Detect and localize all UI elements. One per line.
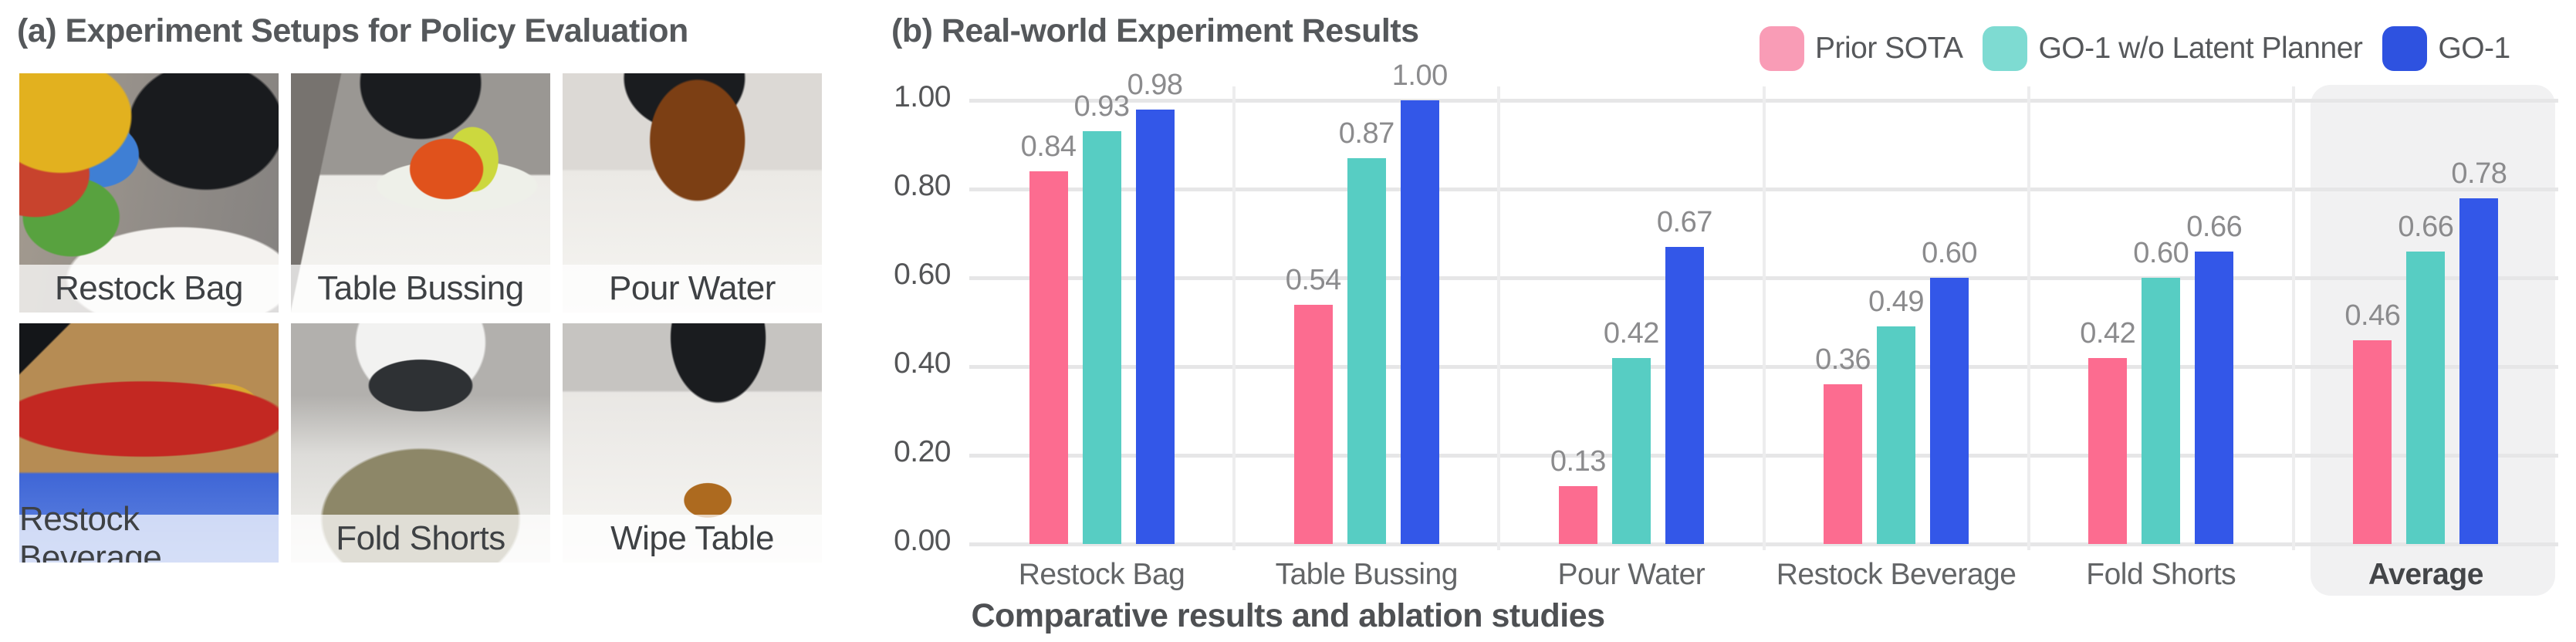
bar-go-1: [1665, 246, 1704, 544]
category-label: Table Bussing: [1275, 558, 1459, 591]
legend-item-go1-wo-latent-planner: GO-1 w/o Latent Planner: [1983, 26, 2363, 71]
bar-value-label: 0.36: [1815, 343, 1871, 376]
category-label: Pour Water: [1557, 558, 1706, 591]
legend-item-go1: GO-1: [2382, 26, 2510, 71]
bar-go-1-w-o-latent-planner: [1877, 326, 1916, 544]
setup-label: Wipe Table: [563, 515, 822, 563]
bar-value-label: 0.46: [2344, 299, 2401, 332]
category-group: 0.46 0.66 0.78 Average: [2294, 100, 2558, 592]
group-separator: [1232, 86, 1236, 550]
bar-value-label: 0.98: [1127, 68, 1183, 101]
setup-photo-grid: Restock Bag Table Bussing Pour Water Res…: [19, 73, 822, 563]
category-label: Restock Beverage: [1776, 558, 2017, 591]
legend-label: GO-1 w/o Latent Planner: [2038, 32, 2363, 65]
bar-prior-sota: [1558, 486, 1597, 544]
y-axis-tick-label: 0.80: [894, 169, 951, 202]
legend-label: Prior SOTA: [1815, 32, 1963, 65]
category-label: Restock Bag: [1018, 558, 1185, 591]
bar-prior-sota: [1029, 171, 1068, 544]
bar-value-label: 0.87: [1338, 117, 1394, 150]
bar-value-label: 0.84: [1020, 130, 1077, 163]
bar-value-label: 0.49: [1868, 286, 1925, 319]
bar-value-label: 0.60: [1922, 237, 1978, 269]
group-separator: [2291, 86, 2295, 550]
bar-value-label: 0.78: [2451, 157, 2507, 190]
bar-prior-sota: [1293, 304, 1333, 544]
bar-prior-sota: [2353, 340, 2392, 544]
setup-label: Restock Beverage: [19, 500, 279, 563]
setup-photo-pour-water: Pour Water: [563, 73, 822, 313]
category-label: Fold Shorts: [2086, 558, 2236, 591]
bar-chart-plot-area: 0.84 0.93 0.98 Restock Bag 0.54 0.87 1.00 Table…: [969, 59, 2558, 596]
category-group: 0.36 0.49 0.60 Restock Beverage: [1764, 100, 2029, 591]
bar-value-label: 0.42: [2080, 316, 2136, 350]
bar-value-label: 0.93: [1073, 90, 1130, 123]
setup-label: Pour Water: [563, 265, 822, 313]
bar-go-1-w-o-latent-planner: [1347, 157, 1386, 544]
bar-go-1: [2459, 198, 2499, 544]
setup-photo-wipe-table: Wipe Table: [563, 323, 822, 563]
legend-swatch-go1: [2382, 26, 2428, 71]
bar-go-1: [1400, 100, 1439, 544]
legend-swatch-go1-wo-latent-planner: [1983, 26, 2028, 71]
chart-legend: Prior SOTA GO-1 w/o Latent Planner GO-1: [1760, 26, 2510, 71]
bar-go-1-w-o-latent-planner: [1611, 357, 1651, 544]
bar-value-label: 0.54: [1285, 263, 1341, 296]
setup-label: Fold Shorts: [291, 515, 550, 563]
legend-label: GO-1: [2438, 32, 2510, 65]
bar-go-1-w-o-latent-planner: [2142, 278, 2181, 544]
figure-caption: Comparative results and ablation studies: [971, 597, 1605, 634]
bar-value-label: 0.13: [1550, 445, 1606, 478]
y-axis-tick-label: 0.00: [894, 524, 951, 557]
bar-prior-sota: [1824, 384, 1863, 544]
setup-photo-fold-shorts: Fold Shorts: [291, 323, 550, 563]
bar-go-1-w-o-latent-planner: [2406, 251, 2446, 544]
bar-go-1: [1930, 278, 1969, 544]
bar-value-label: 0.60: [2133, 237, 2189, 269]
setup-photo-restock-bag: Restock Bag: [19, 73, 279, 313]
bar-go-1: [2195, 251, 2234, 544]
group-separator: [1762, 86, 1766, 550]
bar-value-label: 0.66: [2398, 210, 2454, 243]
bar-value-label: 0.67: [1656, 205, 1712, 238]
legend-swatch-prior-sota: [1760, 26, 1804, 71]
setup-photo-restock-beverage: Restock Beverage: [19, 323, 279, 563]
category-group: 0.84 0.93 0.98 Restock Bag: [969, 69, 1234, 592]
setup-label: Restock Bag: [19, 265, 279, 313]
legend-item-prior-sota: Prior SOTA: [1760, 26, 1963, 71]
bar-value-label: 0.66: [2186, 210, 2243, 243]
y-axis-tick-label: 0.20: [894, 435, 951, 468]
panel-b-title: (b) Real-world Experiment Results: [891, 12, 1419, 49]
setup-photo-table-bussing: Table Bussing: [291, 73, 550, 313]
y-axis-tick-label: 0.40: [894, 346, 951, 380]
setup-label: Table Bussing: [291, 265, 550, 313]
bar-go-1-w-o-latent-planner: [1082, 131, 1121, 544]
bar-value-label: 1.00: [1391, 59, 1448, 92]
bar-prior-sota: [2088, 357, 2128, 544]
category-group: 0.54 0.87 1.00 Table Bussing: [1234, 59, 1499, 591]
y-axis-tick-label: 1.00: [894, 80, 951, 113]
panel-a-title: (a) Experiment Setups for Policy Evaluat…: [17, 12, 688, 49]
category-group: 0.13 0.42 0.67 Pour Water: [1499, 100, 1763, 591]
y-axis-tick-label: 0.60: [894, 258, 951, 291]
bar-value-label: 0.42: [1603, 316, 1659, 350]
bar-go-1: [1135, 109, 1175, 544]
category-label: Average: [2368, 558, 2483, 591]
group-separator: [1497, 86, 1501, 550]
group-separator: [2027, 86, 2030, 550]
y-axis: 1.00 0.80 0.60 0.40 0.20 0.00: [803, 80, 951, 557]
category-group: 0.42 0.60 0.66 Fold Shorts: [2029, 100, 2294, 592]
